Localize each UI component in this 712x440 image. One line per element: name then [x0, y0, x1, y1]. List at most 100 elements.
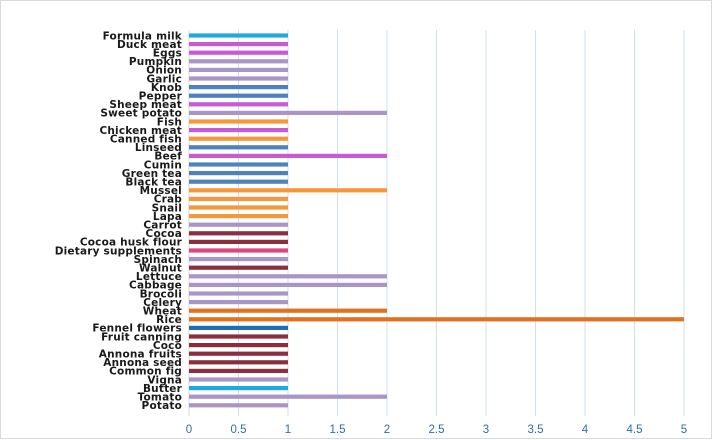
category-label: Walnut [139, 263, 182, 275]
category-label: Pepper [139, 91, 183, 103]
x-tick-label: 1 [285, 424, 291, 436]
category-label: Green tea [122, 168, 182, 180]
category-label: Cabbage [129, 280, 182, 292]
category-label: Celery [143, 297, 182, 309]
bar-sweet-potato [189, 110, 387, 115]
bar-pepper [189, 93, 288, 98]
category-label: Brocoli [140, 288, 182, 300]
bar-brocoli [189, 291, 288, 296]
category-label: Pumpkin [129, 56, 182, 68]
category-label: Cocoa [146, 228, 182, 240]
bar-black-tea [189, 179, 288, 184]
bar-annona-seed [189, 360, 288, 365]
category-label: Black tea [125, 177, 182, 189]
category-label: Sweet potato [100, 108, 182, 120]
category-label: Butter [143, 383, 183, 395]
category-label: Lapa [153, 211, 182, 223]
category-label: Fruit canning [101, 331, 182, 343]
category-label: Snail [152, 202, 182, 214]
x-tick-label: 2 [384, 424, 390, 436]
category-label: Beef [154, 151, 182, 163]
bar-lettuce [189, 274, 387, 279]
category-label: Canned fish [110, 134, 182, 146]
bar-sheep-meat [189, 102, 288, 107]
bar-knob [189, 85, 288, 90]
bar-tomato [189, 394, 387, 399]
bar-potato [189, 403, 288, 408]
bar-formula-milk [189, 33, 288, 38]
bar-walnut [189, 265, 288, 270]
category-label: Formula milk [103, 30, 183, 42]
bar-common-fig [189, 368, 288, 373]
category-label: Garlic [146, 73, 182, 85]
x-tick-label: 0 [186, 424, 192, 436]
bar-coco [189, 343, 288, 348]
category-label: Chicken meat [99, 125, 182, 137]
category-label: Cocoa husk flour [80, 237, 183, 249]
x-axis-ticks: 0 0.5 1 1.5 2 2.5 3 3.5 4 4.5 5 [186, 424, 687, 436]
bar-linseed [189, 145, 288, 150]
bars [189, 33, 684, 408]
category-label: Common fig [109, 366, 182, 378]
category-label: Cumin [144, 159, 182, 171]
category-label: Fennel flowers [92, 323, 182, 335]
bar-vigna [189, 377, 288, 382]
bar-crab [189, 196, 288, 201]
category-label: Onion [146, 65, 182, 77]
x-tick-label: 2.5 [429, 424, 445, 436]
x-tick-label: 1.5 [330, 424, 346, 436]
bar-fish [189, 119, 288, 124]
x-tick-label: 4 [582, 424, 589, 436]
bar-snail [189, 205, 288, 210]
bar-cocoa-husk-flour [189, 239, 288, 244]
bar-eggs [189, 50, 288, 55]
category-label: Linseed [135, 142, 182, 154]
bar-annona-fruits [189, 351, 288, 356]
category-label: Potato [142, 400, 182, 412]
category-label: Carrot [143, 220, 182, 232]
category-label: Lettuce [136, 271, 182, 283]
bar-spinach [189, 257, 288, 262]
category-label: Spinach [134, 254, 182, 266]
category-label: Sheep meat [109, 99, 182, 111]
bar-green-tea [189, 171, 288, 176]
bar-fennel-flowers [189, 325, 288, 330]
bar-lapa [189, 214, 288, 219]
bar-dietary-supplements [189, 248, 288, 253]
x-tick-label: 4.5 [627, 424, 643, 436]
bar-garlic [189, 76, 288, 81]
x-tick-label: 3 [483, 424, 489, 436]
bar-beef [189, 153, 387, 158]
bar-mussel [189, 188, 387, 193]
category-label: Knob [151, 82, 182, 94]
category-label: Annona fruits [99, 349, 182, 361]
bar-fruit-canning [189, 334, 288, 339]
bar-canned-fish [189, 136, 288, 141]
category-label: Tomato [138, 392, 182, 404]
category-label: Wheat [143, 306, 182, 318]
bar-butter [189, 386, 288, 391]
bar-carrot [189, 222, 288, 227]
bar-rice [189, 317, 684, 322]
category-label: Fish [157, 116, 182, 128]
bar-chicken-meat [189, 128, 288, 133]
bar-cabbage [189, 282, 387, 287]
category-label: Mussel [140, 185, 182, 197]
category-label: Rice [156, 314, 182, 326]
category-label: Annona seed [103, 357, 182, 369]
x-tick-label: 3.5 [528, 424, 544, 436]
bar-duck-meat [189, 42, 288, 47]
bar-celery [189, 300, 288, 305]
bar-cocoa [189, 231, 288, 236]
category-label: Coco [153, 340, 182, 352]
category-label: Vigna [147, 374, 182, 386]
x-tick-label: 0.5 [231, 424, 247, 436]
bar-onion [189, 67, 288, 72]
bar-cumin [189, 162, 288, 167]
x-tick-label: 5 [681, 424, 687, 436]
category-label: Eggs [153, 48, 182, 60]
bar-pumpkin [189, 59, 288, 64]
